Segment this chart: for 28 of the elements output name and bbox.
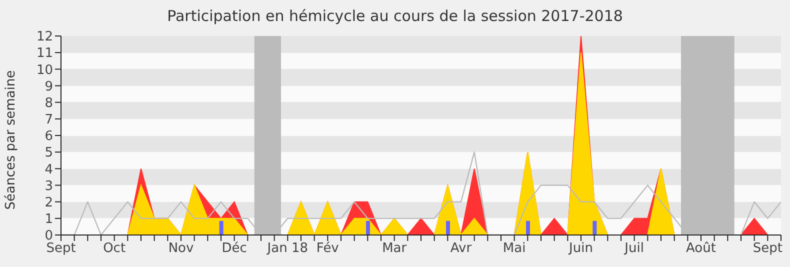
y-tick-label: 9 xyxy=(44,79,53,94)
chart-title: Participation en hémicycle au cours de la session 2017-2018 xyxy=(166,7,624,25)
x-tick-label: Juin xyxy=(568,241,593,256)
y-tick-label: 4 xyxy=(44,162,53,178)
y-tick-label: 12 xyxy=(36,30,53,45)
x-tick-label: Nov xyxy=(168,241,194,256)
y-tick-label: 10 xyxy=(36,62,53,78)
y-tick-label: 8 xyxy=(44,96,53,111)
y-tick-label: 6 xyxy=(44,129,53,144)
x-tick-label: Jan 18 xyxy=(266,241,308,256)
x-tick-label: Déc xyxy=(222,241,247,256)
x-tick-label: Mar xyxy=(382,241,408,256)
y-axis-title: Séances par semaine xyxy=(4,70,18,210)
x-tick-label: Oct xyxy=(103,241,126,256)
x-tick-label: Mai xyxy=(502,241,526,256)
x-tick-label: Avr xyxy=(450,241,472,256)
y-tick-label: 2 xyxy=(44,195,53,210)
y-tick-label: 0 xyxy=(44,228,53,244)
x-tick-label: Sept xyxy=(46,241,76,256)
x-tick-label: Sept xyxy=(752,241,782,256)
y-tick-label: 5 xyxy=(44,146,53,161)
y-tick-label: 7 xyxy=(44,112,53,128)
x-tick-label: Fév xyxy=(316,241,340,256)
y-tick-label: 3 xyxy=(44,178,53,194)
x-tick-label: Juil xyxy=(624,241,644,256)
y-tick-label: 11 xyxy=(36,46,53,62)
y-tick-label: 1 xyxy=(44,212,53,228)
x-tick-label: Août xyxy=(686,241,716,256)
